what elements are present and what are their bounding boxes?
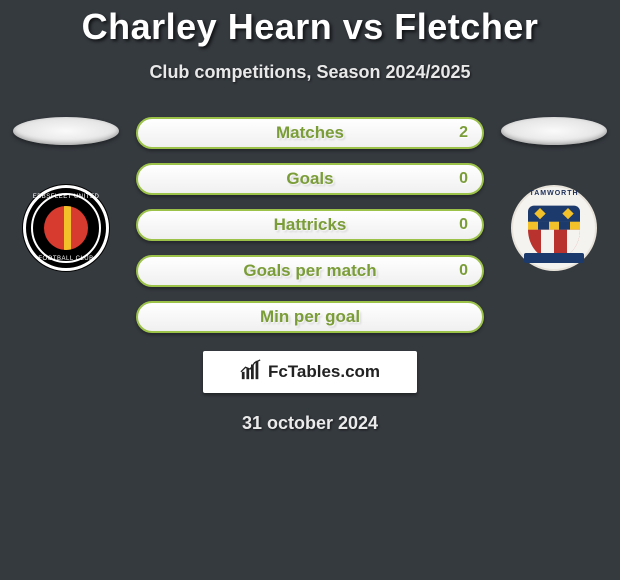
- badge-arc-text: TAMWORTH: [513, 190, 595, 197]
- badge-text-top: EBBSFLEET UNITED: [26, 194, 106, 200]
- player-silhouette-left: [13, 117, 119, 145]
- comparison-row: EBBSFLEET UNITED FOOTBALL CLUB Matches 2…: [0, 117, 620, 333]
- stat-row-min-per-goal: Min per goal: [136, 301, 484, 333]
- ebbsfleet-badge: EBBSFLEET UNITED FOOTBALL CLUB: [23, 185, 109, 271]
- brand-text: FcTables.com: [268, 362, 380, 382]
- chart-icon: [240, 359, 262, 386]
- left-club-badge-wrap: EBBSFLEET UNITED FOOTBALL CLUB: [23, 185, 109, 271]
- stat-right-value: 0: [459, 257, 468, 285]
- tamworth-badge: TAMWORTH: [511, 185, 597, 271]
- stats-list: Matches 2 Goals 0 Hattricks 0 Goals per …: [136, 117, 484, 333]
- badge-text-bottom: FOOTBALL CLUB: [26, 256, 106, 262]
- stat-label: Min per goal: [138, 307, 482, 327]
- left-column: EBBSFLEET UNITED FOOTBALL CLUB: [6, 117, 126, 271]
- right-club-badge-wrap: TAMWORTH: [511, 185, 597, 271]
- stat-right-value: 0: [459, 165, 468, 193]
- stat-row-goals: Goals 0: [136, 163, 484, 195]
- stat-label: Goals per match: [138, 261, 482, 281]
- stat-right-value: 0: [459, 211, 468, 239]
- stat-label: Hattricks: [138, 215, 482, 235]
- stat-label: Matches: [138, 123, 482, 143]
- right-column: TAMWORTH: [494, 117, 614, 271]
- player-silhouette-right: [501, 117, 607, 145]
- page-title: Charley Hearn vs Fletcher: [0, 0, 620, 48]
- stat-label: Goals: [138, 169, 482, 189]
- stat-row-hattricks: Hattricks 0: [136, 209, 484, 241]
- fctables-brand-box: FcTables.com: [203, 351, 417, 393]
- stat-row-matches: Matches 2: [136, 117, 484, 149]
- subtitle: Club competitions, Season 2024/2025: [0, 62, 620, 83]
- stat-right-value: 2: [459, 119, 468, 147]
- date-text: 31 october 2024: [0, 413, 620, 434]
- stat-row-goals-per-match: Goals per match 0: [136, 255, 484, 287]
